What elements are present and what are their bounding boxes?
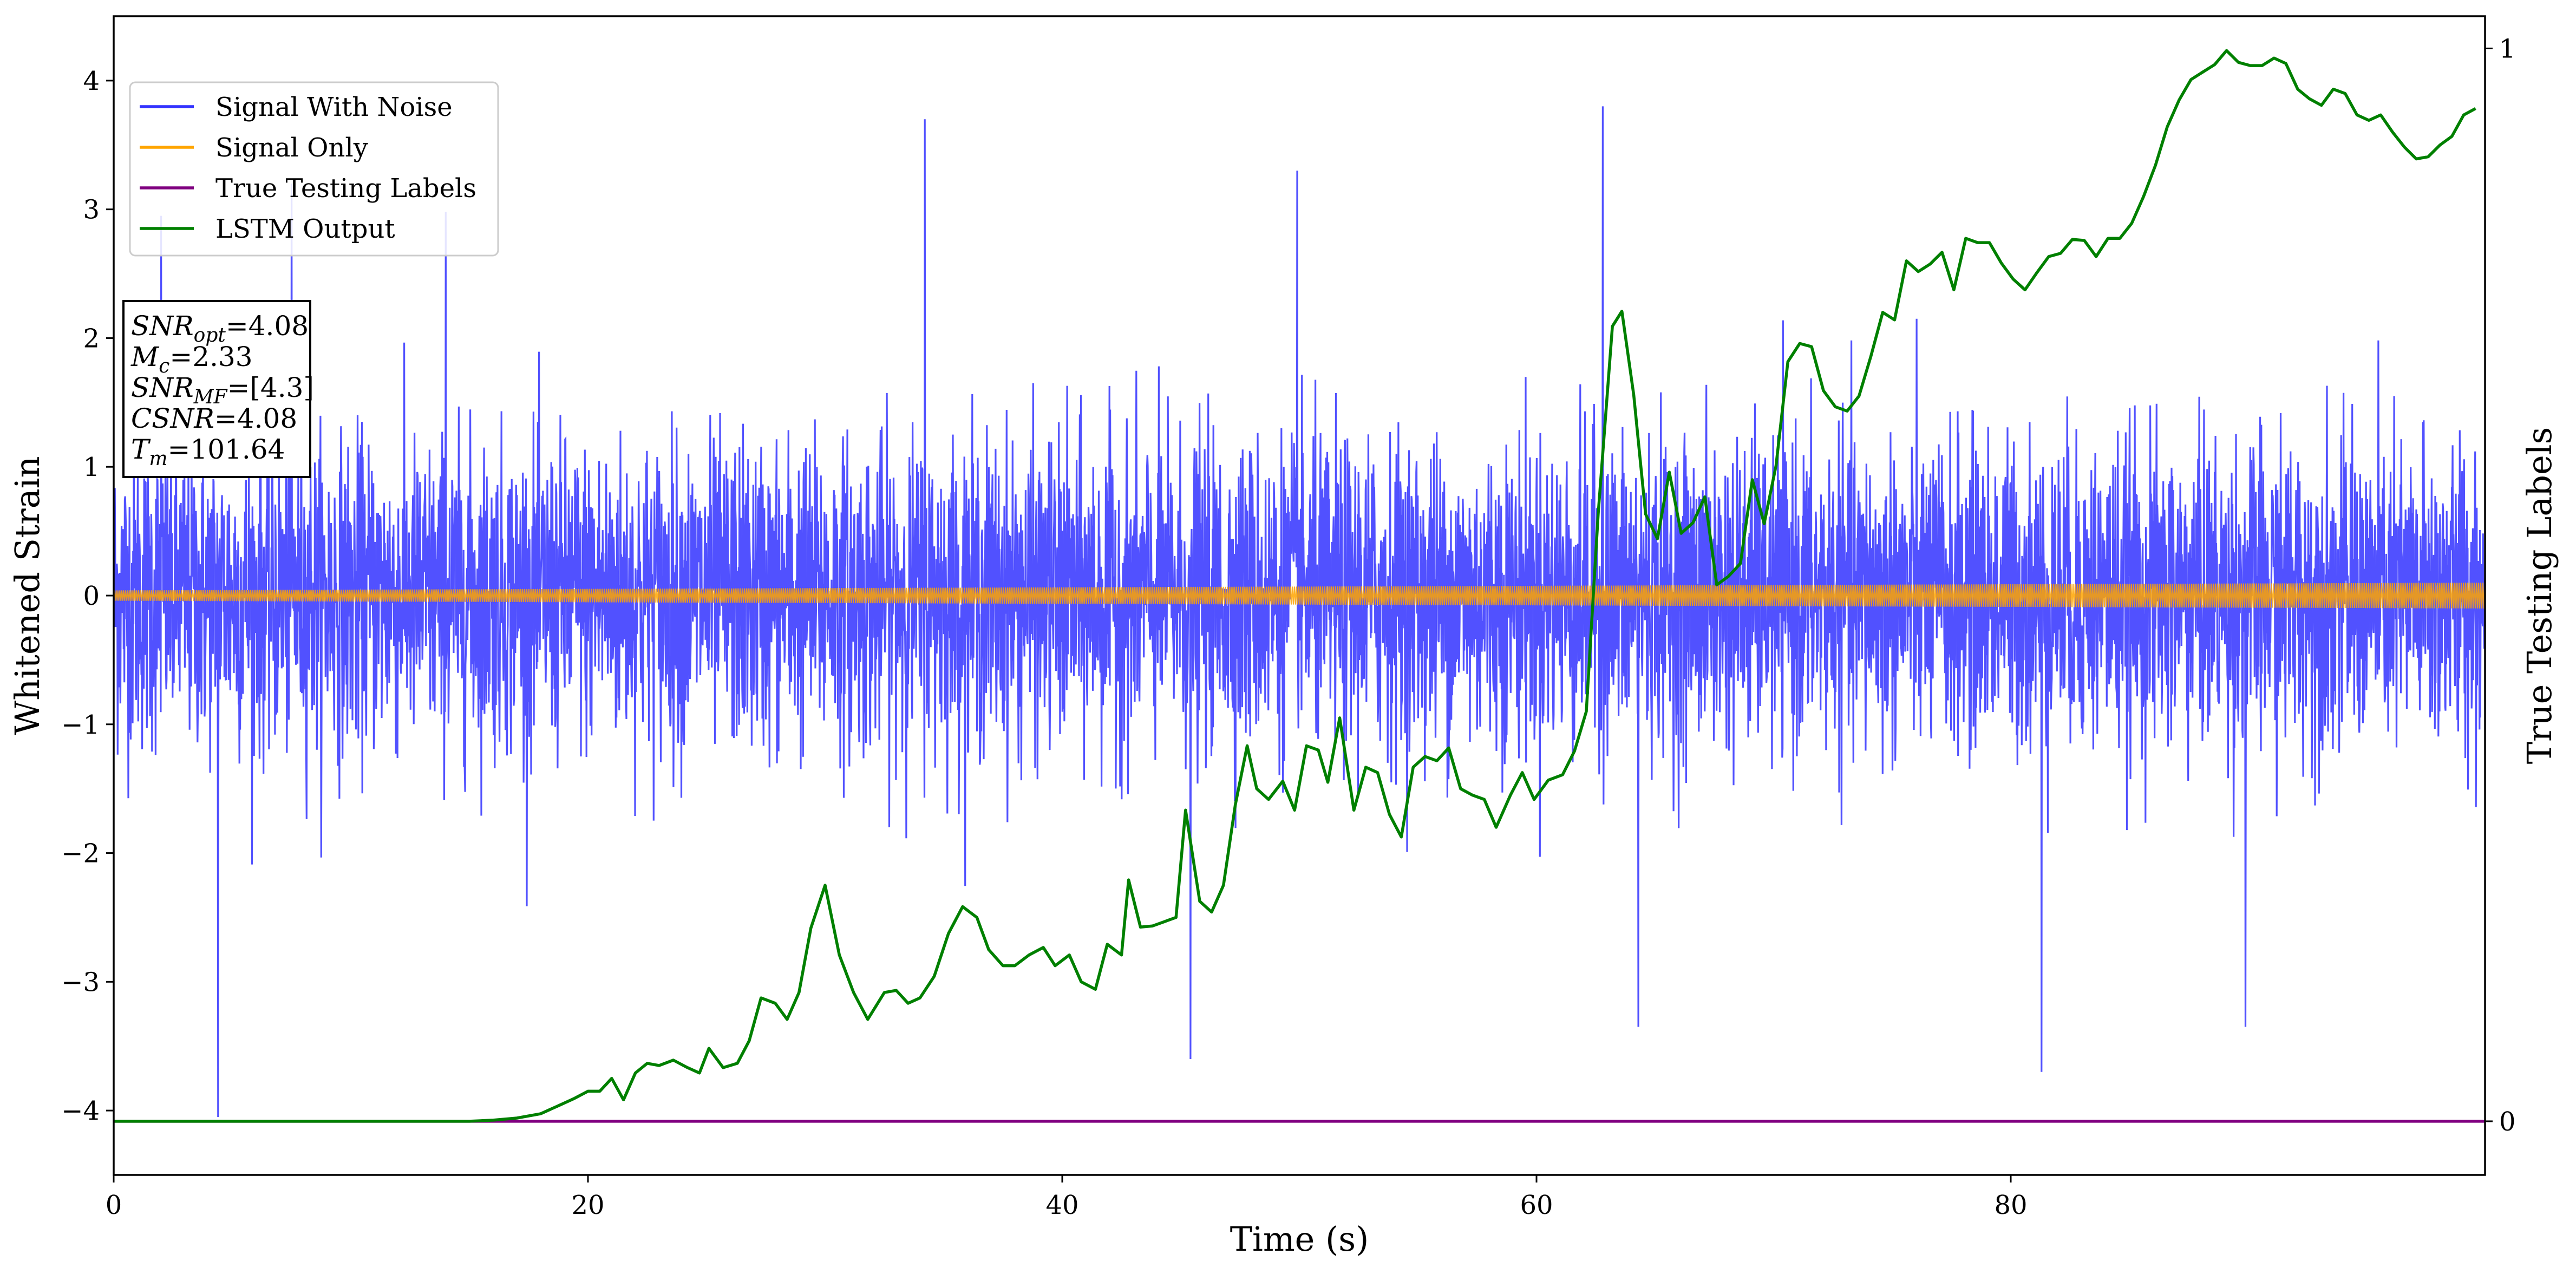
legend-frame: [129, 81, 499, 257]
x-tick-label: 0: [106, 1190, 122, 1220]
legend: Signal With Noise Signal Only True Testing…: [129, 81, 499, 257]
annotation-line: SNRMF=[4.3]: [131, 372, 314, 408]
y-axis-title: Whitened Strain: [8, 456, 47, 735]
y-tick-label: 4: [83, 66, 100, 96]
x-tick-label: 40: [1045, 1190, 1078, 1220]
legend-label: LSTM Output: [215, 214, 395, 244]
x-tick-label: 60: [1520, 1190, 1553, 1220]
series-signal-only: [114, 583, 2485, 609]
annotation-line: Tm=101.64: [131, 434, 285, 470]
y2-axis-title: True Testing Labels: [2520, 427, 2559, 765]
y2-tick-label: 1: [2499, 34, 2516, 64]
y-tick-label: 2: [83, 323, 100, 354]
legend-label: Signal With Noise: [215, 92, 453, 122]
series-lstm-output: [114, 49, 2476, 1123]
y-tick-label: −4: [61, 1096, 100, 1126]
y2-tick-label: 0: [2499, 1107, 2516, 1137]
y-tick-label: −1: [61, 710, 100, 740]
y-tick-label: 3: [83, 195, 100, 225]
annotation-line: Mc=2.33: [130, 341, 253, 377]
annotation-box: SNRopt=4.08Mc=2.33SNRMF=[4.3]CSNR=4.08Tm…: [122, 300, 314, 478]
y-tick-label: −3: [61, 967, 100, 997]
y-tick-label: 0: [83, 581, 100, 611]
y-tick-label: 1: [83, 452, 100, 482]
legend-label: True Testing Labels: [215, 173, 476, 204]
annotation-frame: [122, 300, 311, 478]
x-tick-label: 20: [571, 1190, 604, 1220]
annotation-line: CSNR=4.08: [131, 403, 297, 434]
x-axis-title: Time (s): [1230, 1219, 1369, 1259]
annotation-line: SNRopt=4.08: [131, 310, 309, 347]
x-tick-label: 80: [1994, 1190, 2027, 1220]
y-tick-label: −2: [61, 839, 100, 869]
legend-label: Signal Only: [215, 133, 368, 163]
